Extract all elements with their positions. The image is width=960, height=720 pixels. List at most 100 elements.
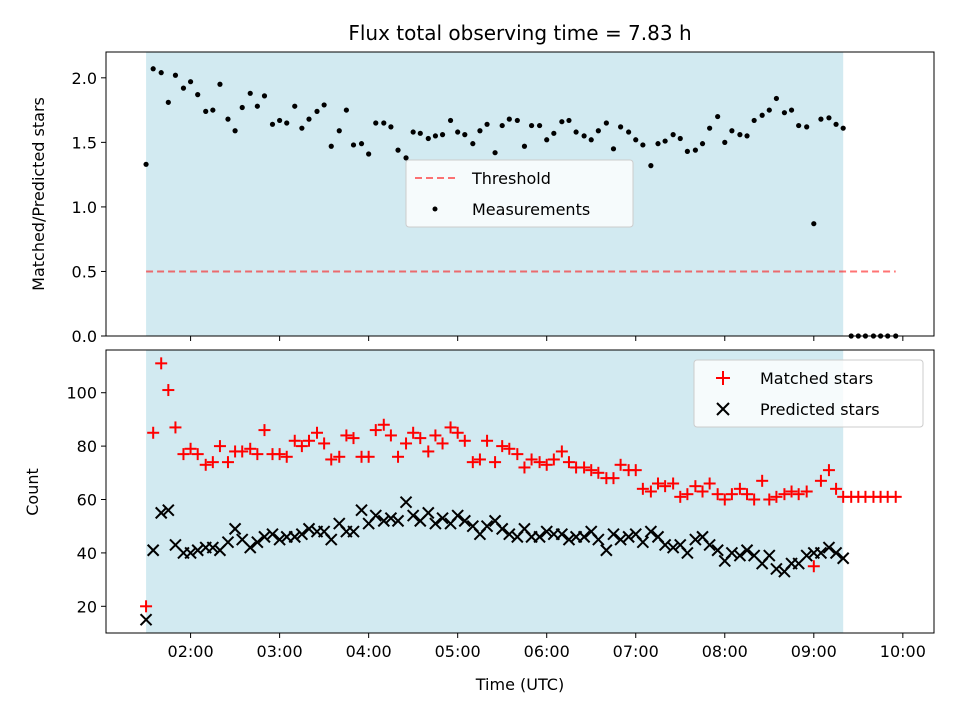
measurement-point <box>506 116 512 122</box>
matched-star-point <box>496 440 509 453</box>
predicted-star-point <box>295 528 309 541</box>
measurement-point <box>640 142 646 148</box>
matched-star-point <box>147 426 160 439</box>
matched-star-point <box>347 432 360 445</box>
matched-star-point <box>466 456 479 469</box>
measurement-point <box>729 128 735 134</box>
predicted-star-point <box>162 503 175 517</box>
measurement-point <box>559 119 565 125</box>
matched-star-point <box>689 480 702 493</box>
matched-legend-label: Matched stars <box>760 369 873 388</box>
matched-star-point <box>696 485 709 498</box>
bottom-ytick-label: 80 <box>77 437 97 456</box>
predicted-star-point <box>495 522 509 536</box>
bottom-ytick-label: 100 <box>66 384 97 403</box>
measurement-point <box>180 85 187 91</box>
matched-star-point <box>636 482 649 495</box>
predicted-star-point <box>391 514 405 528</box>
predicted-star-point <box>355 503 368 517</box>
matched-star-point <box>778 488 791 501</box>
measurement-point <box>715 113 721 120</box>
predicted-star-point <box>703 538 716 552</box>
matched-star-point <box>302 434 315 447</box>
measurement-point <box>247 90 253 96</box>
measurement-point <box>336 128 342 134</box>
bottom-xtick-label: 10:00 <box>880 642 926 661</box>
predicted-star-point <box>740 544 754 557</box>
matched-star-point <box>807 560 820 573</box>
matched-star-point <box>362 450 375 463</box>
measurement-point <box>143 161 149 167</box>
measurement-point <box>544 137 550 143</box>
matched-star-point <box>429 429 442 442</box>
measurement-point <box>781 110 788 116</box>
measurement-point <box>447 117 454 124</box>
measurement-point <box>677 135 683 142</box>
measurement-point <box>172 72 179 78</box>
measurement-point <box>358 141 365 147</box>
measurement-point <box>366 151 372 157</box>
matched-star-point <box>578 461 591 474</box>
bottom-xtick-label: 06:00 <box>524 642 570 661</box>
bottom-y-axis-label: Count <box>23 468 42 516</box>
predicted-star-point <box>146 544 160 557</box>
matched-star-point <box>407 426 420 439</box>
bottom-x-ticks: 02:00 03:00 04:00 05:00 06:00 07:00 08:00 09:00… <box>168 633 926 661</box>
matched-star-point <box>511 448 524 461</box>
matched-star-point <box>667 477 680 490</box>
measurement-point <box>292 103 298 109</box>
measurement-point <box>648 163 654 169</box>
measurement-point <box>203 108 209 114</box>
predicted-star-point <box>347 525 360 538</box>
measurement-point <box>514 117 520 124</box>
measurement-point <box>432 133 439 139</box>
measurement-point <box>818 116 824 122</box>
matched-star-point <box>333 450 346 463</box>
matched-star-point <box>525 453 538 466</box>
top-panel: 0.00.51.01.52.0 Matched/Predicted stars … <box>29 51 935 346</box>
matched-star-point <box>451 426 464 439</box>
measurement-point <box>773 95 780 102</box>
measurement-point <box>373 120 379 126</box>
predicted-stars-points <box>139 495 850 626</box>
measurement-point <box>521 143 528 149</box>
measurement-point <box>788 107 795 113</box>
matched-star-point <box>547 453 560 466</box>
matched-star-point <box>140 600 153 613</box>
measurement-point <box>492 150 498 156</box>
measurement-point <box>655 141 661 147</box>
measurement-point <box>328 143 334 149</box>
predicted-star-point <box>139 613 153 626</box>
matched-star-point <box>311 426 324 439</box>
measurement-point <box>633 137 639 143</box>
matched-star-point <box>422 445 435 458</box>
predicted-star-point <box>592 533 605 546</box>
measurements-legend-label: Measurements <box>472 200 590 219</box>
predicted-star-point <box>384 511 398 525</box>
matched-star-point <box>659 480 672 493</box>
measurement-point <box>670 132 676 138</box>
measurement-point <box>321 102 327 108</box>
measurement-point <box>610 146 617 152</box>
predicted-star-point <box>191 544 204 557</box>
top-x-ticks <box>190 336 904 341</box>
measurement-point <box>388 124 394 130</box>
measurement-point <box>395 147 401 153</box>
matched-star-point <box>169 421 182 434</box>
measurement-point <box>707 125 713 131</box>
predicted-star-point <box>228 522 242 536</box>
matched-star-point <box>295 440 308 453</box>
matched-star-point <box>184 442 197 455</box>
measurement-point <box>573 129 579 135</box>
predicted-star-point <box>458 514 472 528</box>
predicted-star-point <box>258 530 271 544</box>
top-legend-box <box>405 159 634 228</box>
measurement-point <box>439 132 446 138</box>
matched-star-point <box>562 456 575 469</box>
x-axis-label: Time (UTC) <box>475 675 564 694</box>
predicted-star-point <box>369 509 382 522</box>
matched-star-point <box>674 490 687 503</box>
matched-star-point <box>162 384 175 397</box>
measurement-point <box>528 122 535 129</box>
predicted-star-point <box>422 506 435 520</box>
